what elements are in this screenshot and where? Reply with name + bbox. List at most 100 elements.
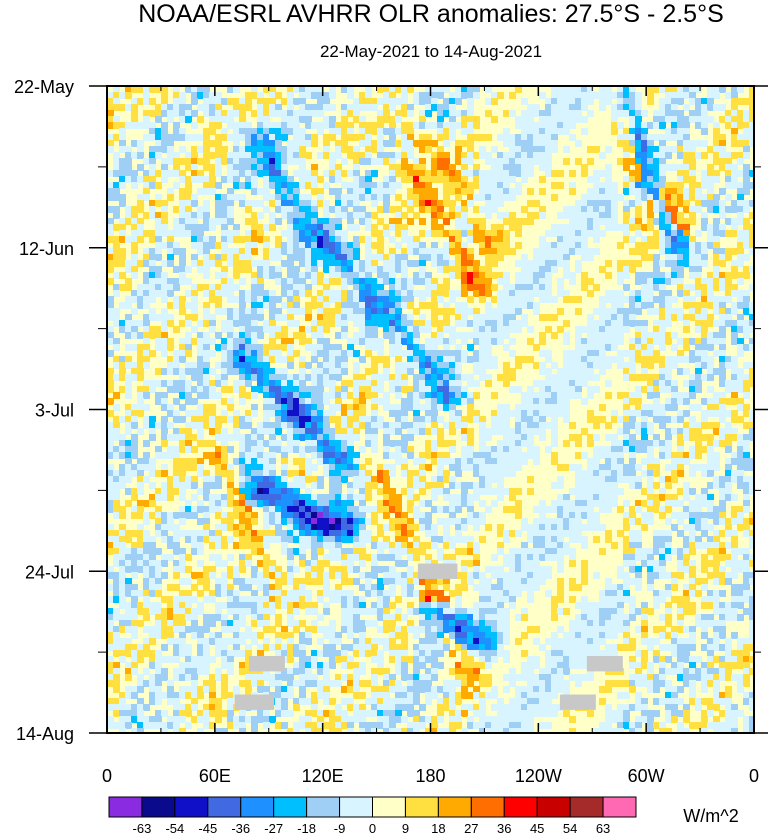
field-cell xyxy=(227,416,234,423)
field-cell xyxy=(335,482,342,489)
field-cell xyxy=(347,410,354,417)
field-cell xyxy=(305,242,312,249)
field-cell xyxy=(701,446,708,453)
field-cell xyxy=(653,380,660,387)
field-cell xyxy=(239,164,246,171)
field-cell xyxy=(395,284,402,291)
plot-area xyxy=(107,86,754,733)
field-cell xyxy=(635,404,642,411)
field-cell xyxy=(443,266,450,273)
field-cell xyxy=(479,356,486,363)
field-cell xyxy=(245,248,252,255)
field-cell xyxy=(137,140,144,147)
field-cell xyxy=(209,128,216,135)
field-cell xyxy=(299,224,306,231)
field-cell xyxy=(461,314,468,321)
field-cell xyxy=(389,218,396,225)
field-cell xyxy=(311,452,318,459)
field-cell xyxy=(713,260,720,267)
field-cell xyxy=(623,164,630,171)
field-cell xyxy=(191,122,198,129)
field-cell xyxy=(737,248,744,255)
field-cell xyxy=(173,152,180,159)
field-cell xyxy=(725,434,732,441)
field-cell xyxy=(641,410,648,417)
field-cell xyxy=(389,152,396,159)
field-cell xyxy=(635,170,642,177)
field-cell xyxy=(167,116,174,123)
field-cell xyxy=(275,188,282,195)
field-cell xyxy=(737,134,744,141)
field-cell xyxy=(263,164,270,171)
field-cell xyxy=(149,248,156,255)
field-cell xyxy=(635,242,642,249)
field-cell xyxy=(119,218,126,225)
field-cell xyxy=(323,368,330,375)
field-cell xyxy=(665,218,672,225)
field-cell xyxy=(233,260,240,267)
field-cell xyxy=(245,470,252,477)
field-cell xyxy=(401,92,408,99)
field-cell xyxy=(635,428,642,435)
field-cell xyxy=(575,116,582,123)
field-cell xyxy=(635,302,642,309)
field-cell xyxy=(269,380,276,387)
field-cell xyxy=(131,254,138,261)
field-cell xyxy=(479,236,486,243)
field-cell xyxy=(335,404,342,411)
field-cell xyxy=(263,170,270,177)
field-cell xyxy=(407,218,414,225)
field-cell xyxy=(359,482,366,489)
field-cell xyxy=(533,422,540,429)
field-cell xyxy=(509,188,516,195)
field-cell xyxy=(335,206,342,213)
field-cell xyxy=(443,356,450,363)
field-cell xyxy=(743,200,750,207)
field-cell xyxy=(461,464,468,471)
field-cell xyxy=(239,476,246,483)
field-cell xyxy=(689,380,696,387)
field-cell xyxy=(299,290,306,297)
field-cell xyxy=(467,374,474,381)
field-cell xyxy=(383,266,390,273)
field-cell xyxy=(473,290,480,297)
field-cell xyxy=(245,290,252,297)
field-cell xyxy=(701,284,708,291)
field-cell xyxy=(677,170,684,177)
field-cell xyxy=(239,194,246,201)
field-cell xyxy=(233,338,240,345)
field-cell xyxy=(587,326,594,333)
field-cell xyxy=(311,344,318,351)
field-cell xyxy=(749,374,754,381)
field-cell xyxy=(149,212,156,219)
field-cell xyxy=(353,224,360,231)
field-cell xyxy=(431,296,438,303)
field-cell xyxy=(623,476,630,483)
field-cell xyxy=(497,326,504,333)
field-cell xyxy=(743,266,750,273)
field-cell xyxy=(731,320,738,327)
field-cell xyxy=(167,152,174,159)
field-cell xyxy=(479,134,486,141)
field-cell xyxy=(113,104,120,111)
field-cell xyxy=(323,260,330,267)
field-cell xyxy=(509,158,516,165)
field-cell xyxy=(527,122,534,129)
field-cell xyxy=(137,470,144,477)
field-cell xyxy=(419,362,426,369)
field-cell xyxy=(563,320,570,327)
field-cell xyxy=(533,302,540,309)
field-cell xyxy=(305,230,312,237)
field-cell xyxy=(617,104,624,111)
field-cell xyxy=(707,296,714,303)
field-cell xyxy=(275,428,282,435)
field-cell xyxy=(341,314,348,321)
field-cell xyxy=(269,440,276,447)
field-cell xyxy=(653,320,660,327)
field-cell xyxy=(479,338,486,345)
field-cell xyxy=(671,452,678,459)
field-cell xyxy=(677,146,684,153)
field-cell xyxy=(473,116,480,123)
field-cell xyxy=(341,200,348,207)
field-cell xyxy=(395,152,402,159)
